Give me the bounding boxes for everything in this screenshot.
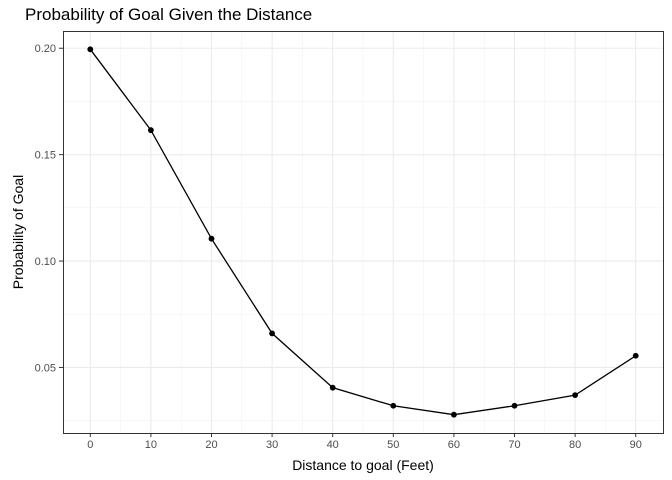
y-tick-label: 0.15 bbox=[35, 150, 56, 162]
x-axis-title: Distance to goal (Feet) bbox=[292, 457, 434, 473]
y-axis-title: Probability of Goal bbox=[10, 175, 26, 289]
axis-ticks bbox=[59, 47, 637, 437]
x-tick-labels: 0 10 20 30 40 50 60 70 80 90 bbox=[87, 439, 642, 451]
data-point bbox=[572, 392, 579, 399]
grid-major bbox=[63, 31, 663, 433]
data-point bbox=[208, 235, 215, 242]
x-tick-label: 80 bbox=[569, 439, 581, 451]
series-line-group bbox=[87, 46, 639, 418]
x-tick-label: 70 bbox=[508, 439, 520, 451]
grid-minor bbox=[63, 31, 663, 433]
data-point bbox=[269, 330, 275, 337]
x-tick-label: 30 bbox=[266, 439, 278, 451]
y-tick-labels: 0.05 0.10 0.15 0.20 bbox=[35, 43, 56, 374]
y-tick-label: 0.20 bbox=[35, 43, 56, 55]
x-tick-label: 50 bbox=[387, 439, 399, 451]
data-point bbox=[147, 127, 154, 134]
x-tick-label: 60 bbox=[448, 439, 460, 451]
data-point bbox=[87, 46, 94, 53]
x-tick-label: 20 bbox=[205, 439, 217, 451]
data-point bbox=[329, 384, 336, 391]
x-tick-label: 40 bbox=[327, 439, 339, 451]
y-tick-label: 0.10 bbox=[35, 256, 56, 268]
series-line bbox=[89, 48, 637, 416]
x-tick-label: 0 bbox=[87, 439, 93, 451]
data-point bbox=[511, 402, 518, 409]
data-point bbox=[390, 402, 397, 409]
data-point bbox=[632, 352, 639, 359]
x-tick-label: 10 bbox=[145, 439, 157, 451]
chart-title: Probability of Goal Given the Distance bbox=[25, 5, 313, 24]
x-tick-label: 90 bbox=[630, 439, 642, 451]
data-point bbox=[451, 411, 457, 418]
plot-panel-border bbox=[63, 31, 664, 434]
y-tick-label: 0.05 bbox=[35, 362, 56, 374]
